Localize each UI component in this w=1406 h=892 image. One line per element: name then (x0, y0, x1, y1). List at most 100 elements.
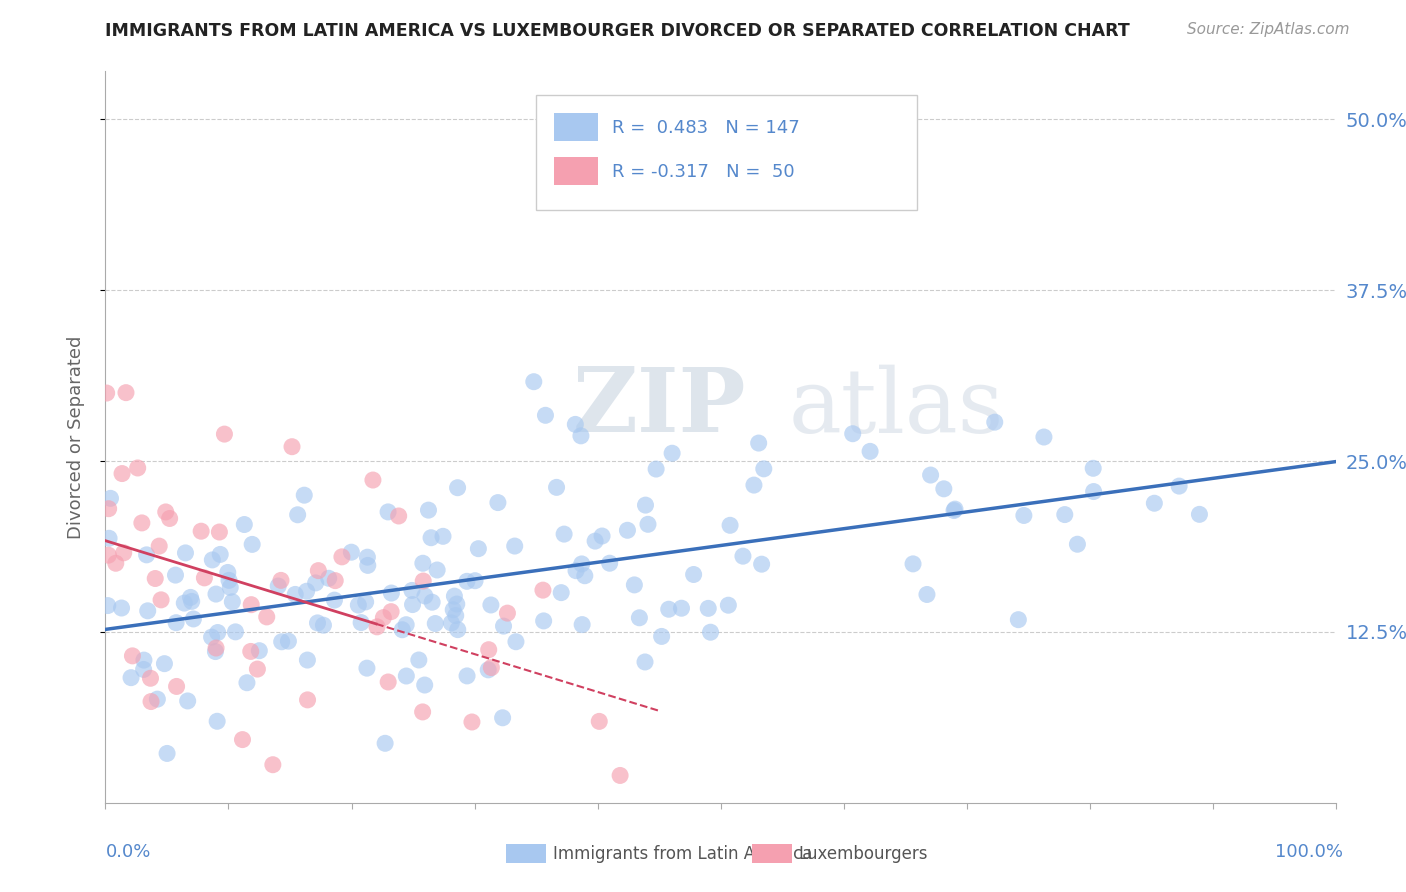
Point (564, 417, 586, 432)
Point (97, 599, 120, 613)
Point (395, 669, 418, 683)
Point (550, 585, 572, 599)
Point (350, 615, 373, 630)
Text: atlas: atlas (789, 364, 1004, 451)
Point (176, 694, 198, 708)
Point (1066, 537, 1088, 551)
Point (208, 524, 231, 539)
Point (503, 539, 526, 553)
Point (574, 568, 596, 582)
Point (623, 578, 645, 592)
Point (533, 614, 555, 628)
Point (221, 595, 243, 609)
Point (599, 556, 621, 570)
Point (1053, 508, 1076, 522)
Point (859, 444, 882, 458)
Point (628, 611, 651, 625)
Point (412, 556, 434, 570)
Point (583, 534, 606, 549)
Point (634, 498, 657, 512)
Point (418, 503, 440, 517)
Point (347, 598, 370, 612)
Point (456, 669, 478, 683)
Point (207, 625, 229, 640)
Point (440, 615, 463, 630)
Point (209, 548, 232, 562)
Point (420, 595, 443, 609)
Point (247, 643, 270, 657)
Point (305, 575, 328, 590)
Point (932, 482, 955, 496)
Point (148, 539, 170, 553)
Point (136, 604, 159, 618)
Point (139, 694, 162, 708)
Point (920, 468, 942, 483)
Point (205, 640, 228, 655)
Point (262, 757, 284, 772)
Point (718, 518, 741, 533)
Point (131, 516, 153, 530)
Point (464, 574, 486, 588)
Text: 100.0%: 100.0% (1275, 843, 1343, 861)
Point (270, 634, 292, 648)
Point (671, 601, 693, 615)
Point (444, 608, 467, 623)
Point (491, 711, 513, 725)
Point (477, 663, 499, 677)
Point (97, 501, 120, 516)
Point (401, 598, 423, 612)
Point (505, 634, 527, 648)
Point (943, 503, 966, 517)
Point (492, 619, 515, 633)
Point (193, 571, 215, 585)
Point (121, 648, 143, 663)
Point (204, 644, 226, 658)
Point (287, 508, 309, 522)
Point (127, 461, 149, 475)
Point (748, 436, 770, 450)
Point (236, 675, 259, 690)
Point (446, 597, 468, 611)
Point (270, 574, 292, 588)
Point (841, 426, 863, 441)
Point (1143, 496, 1166, 510)
Point (569, 429, 592, 443)
Point (356, 661, 378, 675)
Point (361, 473, 384, 487)
Point (318, 571, 340, 585)
Text: Luxembourgers: Luxembourgers (799, 845, 928, 863)
Point (256, 610, 278, 624)
Point (408, 653, 430, 667)
Point (412, 705, 434, 719)
Point (467, 541, 489, 556)
Point (661, 446, 683, 460)
Point (115, 385, 138, 400)
Point (682, 567, 704, 582)
Point (98, 531, 121, 545)
Point (120, 671, 142, 685)
FancyBboxPatch shape (536, 95, 917, 211)
Point (413, 678, 436, 692)
Point (165, 615, 187, 630)
Point (401, 583, 423, 598)
Point (609, 768, 631, 782)
Point (110, 601, 132, 615)
Point (366, 620, 388, 634)
Point (571, 557, 593, 571)
Point (412, 574, 434, 588)
Point (231, 732, 253, 747)
FancyBboxPatch shape (554, 157, 598, 185)
Point (200, 630, 222, 644)
Text: ZIP: ZIP (574, 364, 747, 451)
Point (112, 546, 135, 560)
Point (943, 502, 966, 516)
Point (391, 623, 413, 637)
Point (441, 603, 464, 617)
Point (443, 589, 465, 603)
Point (553, 527, 575, 541)
Point (307, 615, 329, 630)
Point (224, 624, 246, 639)
Point (1007, 613, 1029, 627)
Point (150, 592, 173, 607)
Point (218, 574, 240, 588)
